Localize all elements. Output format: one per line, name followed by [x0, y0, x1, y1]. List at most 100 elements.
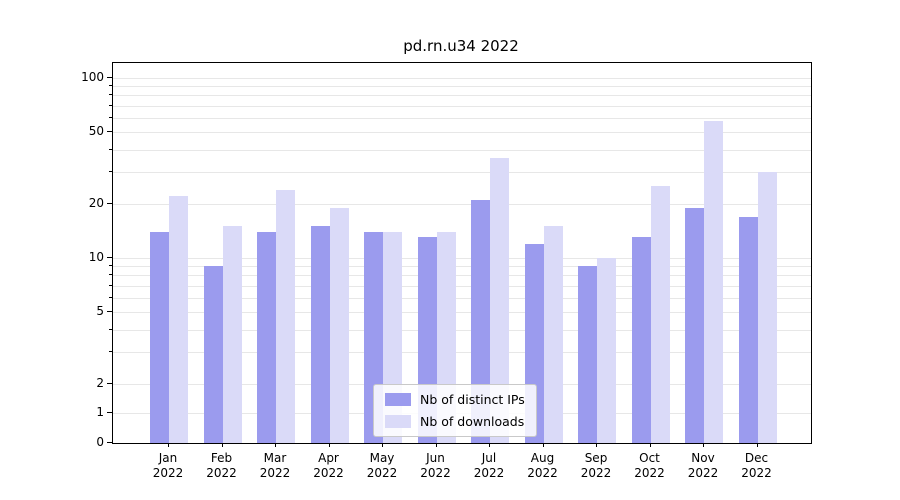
y-minor-tick-mark: [109, 116, 112, 118]
x-tick-mark: [221, 443, 223, 447]
gridline: [113, 266, 811, 268]
x-tick-mark: [489, 443, 490, 447]
legend-swatch-distinct-ips: [385, 393, 411, 406]
bar-distinct-ips-feb: [203, 266, 223, 443]
x-tick-month: May: [369, 451, 395, 465]
gridline: [113, 312, 811, 314]
bar-downloads-mar: [276, 189, 295, 443]
x-tick-label-feb: Feb 2022: [190, 451, 254, 481]
gridline: [113, 117, 811, 119]
plot-area: Nb of distinct IPs Nb of downloads: [112, 62, 812, 444]
gridline: [113, 352, 811, 354]
legend-swatch-downloads: [385, 415, 411, 428]
x-tick-month: Sep: [584, 451, 608, 465]
y-tick-mark: [107, 311, 112, 313]
x-tick-mark: [596, 443, 597, 447]
gridline: [113, 297, 811, 299]
y-tick-label: 1: [96, 405, 104, 420]
y-minor-tick-mark: [109, 351, 112, 353]
x-tick-label-dec: Dec 2022: [725, 451, 789, 481]
bar-distinct-ips-nov: [685, 207, 704, 443]
legend-item: Nb of downloads: [385, 414, 525, 429]
x-tick-month: Dec: [744, 451, 769, 465]
x-tick-month: Apr: [318, 451, 339, 465]
bar-distinct-ips-jul: [471, 200, 490, 443]
x-tick-mark: [328, 443, 330, 447]
x-tick-month: Jun: [426, 451, 445, 465]
x-tick-year: 2022: [580, 466, 612, 480]
x-tick-label-jun: Jun 2022: [404, 451, 468, 481]
gridline: [113, 149, 811, 151]
y-minor-tick-mark: [109, 296, 112, 298]
x-tick-mark: [542, 443, 544, 447]
x-tick-label-aug: Aug 2022: [511, 451, 575, 481]
y-minor-tick-mark: [109, 274, 112, 276]
x-tick-mark: [275, 443, 276, 447]
gridline: [113, 86, 811, 88]
x-tick-year: 2022: [420, 466, 451, 480]
gridline: [113, 329, 811, 331]
y-tick-mark: [107, 202, 112, 204]
gridline: [113, 132, 811, 134]
y-minor-tick-mark: [109, 265, 112, 267]
x-tick-mark: [703, 443, 704, 447]
x-tick-label-oct: Oct 2022: [618, 451, 682, 481]
x-tick-label-may: May 2022: [350, 451, 414, 481]
x-tick-month: Nov: [691, 451, 715, 465]
y-minor-tick-mark: [109, 104, 112, 106]
y-tick-label: 100: [81, 70, 104, 84]
legend-label: Nb of distinct IPs: [420, 392, 525, 407]
bar-downloads-aug: [543, 226, 563, 443]
y-tick-mark: [107, 131, 112, 133]
x-tick-year: 2022: [366, 466, 398, 480]
bar-downloads-apr: [329, 207, 349, 443]
bar-distinct-ips-jan: [150, 231, 169, 443]
y-tick-mark: [107, 382, 112, 384]
gridline: [113, 95, 811, 97]
bar-downloads-jul: [490, 157, 509, 443]
y-tick-label: 5: [96, 304, 104, 319]
x-tick-label-nov: Nov 2022: [671, 451, 735, 481]
y-tick-mark: [107, 77, 112, 78]
x-tick-month: Oct: [639, 451, 660, 465]
y-tick-label: 50: [88, 124, 104, 139]
bar-downloads-jan: [169, 196, 188, 443]
y-minor-tick-mark: [109, 328, 112, 330]
x-tick-label-jan: Jan 2022: [136, 451, 200, 481]
y-tick-label: 2: [96, 375, 104, 390]
gridline: [113, 275, 811, 277]
y-minor-tick-mark: [109, 94, 112, 96]
x-tick-label-mar: Mar 2022: [243, 451, 307, 481]
x-tick-year: 2022: [152, 466, 184, 480]
bar-distinct-ips-sep: [578, 266, 597, 443]
x-tick-month: Mar: [263, 451, 287, 465]
x-tick-year: 2022: [687, 466, 719, 480]
x-tick-mark: [168, 443, 169, 447]
x-tick-label-jul: Jul 2022: [457, 451, 521, 481]
bar-downloads-dec: [757, 172, 777, 443]
x-tick-label-sep: Sep 2022: [564, 451, 628, 481]
bar-distinct-ips-apr: [310, 226, 330, 443]
legend-item: Nb of distinct IPs: [385, 392, 525, 407]
y-tick-label: 0: [96, 435, 104, 449]
bar-downloads-sep: [597, 258, 616, 443]
y-tick-mark: [107, 257, 112, 258]
x-tick-mark: [435, 443, 437, 447]
y-minor-tick-mark: [109, 284, 112, 286]
x-tick-month: Feb: [210, 451, 233, 465]
y-tick-mark: [107, 412, 112, 414]
x-tick-year: 2022: [527, 466, 558, 480]
x-tick-year: 2022: [313, 466, 344, 480]
gridline: [113, 258, 811, 259]
gridline: [113, 105, 811, 107]
x-tick-year: 2022: [206, 466, 237, 480]
x-tick-year: 2022: [473, 466, 505, 480]
bar-distinct-ips-oct: [631, 237, 651, 443]
x-tick-mark: [649, 443, 651, 447]
gridline: [113, 78, 811, 79]
bar-downloads-oct: [650, 186, 670, 443]
x-tick-year: 2022: [259, 466, 291, 480]
y-tick-mark: [107, 442, 112, 443]
chart-title: pd.rn.u34 2022: [403, 37, 519, 55]
